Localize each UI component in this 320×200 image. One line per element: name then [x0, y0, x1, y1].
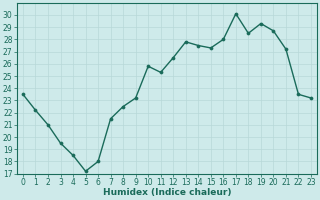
X-axis label: Humidex (Indice chaleur): Humidex (Indice chaleur) [103, 188, 231, 197]
